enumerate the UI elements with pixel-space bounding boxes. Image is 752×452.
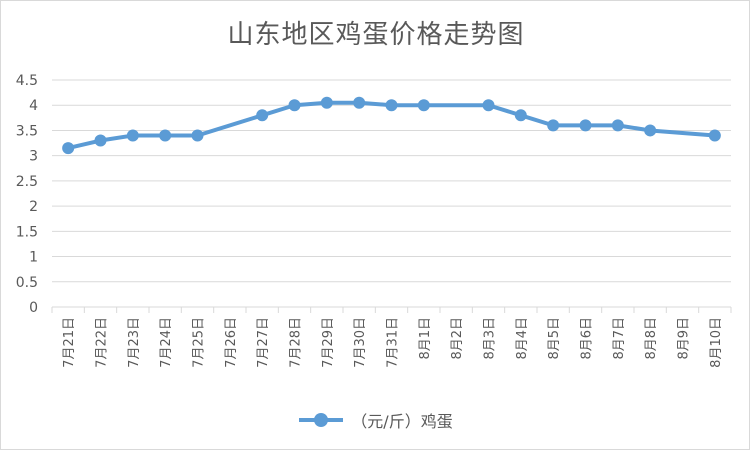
data-point: [417, 99, 430, 112]
x-tick-label: 7月28日: [289, 317, 304, 368]
data-point: [482, 99, 495, 112]
y-tick-label: 3: [29, 149, 38, 165]
y-tick-label: 3.5: [16, 123, 38, 139]
x-tick-label: 7月27日: [256, 317, 271, 368]
x-tick-label: 7月30日: [353, 317, 368, 368]
y-tick-label: 1: [29, 250, 38, 266]
x-tick-label: 8月9日: [677, 317, 692, 360]
data-point: [547, 119, 560, 132]
x-tick-label: 8月2日: [450, 317, 465, 360]
data-point: [611, 119, 624, 132]
legend-marker: [299, 408, 344, 432]
y-tick-label: 0.5: [16, 275, 38, 291]
y-tick-label: 4: [29, 98, 38, 114]
x-tick-label: 8月6日: [580, 317, 595, 360]
data-point: [320, 96, 333, 109]
data-point: [94, 134, 107, 147]
y-tick-label: 2: [29, 199, 38, 215]
legend: （元/斤）鸡蛋: [0, 408, 752, 432]
x-tick-label: 7月26日: [224, 317, 239, 368]
y-tick-label: 0: [29, 300, 38, 316]
data-point: [579, 119, 592, 132]
chart-title: 山东地区鸡蛋价格走势图: [227, 20, 525, 50]
x-tick-label: 7月21日: [62, 317, 77, 368]
x-tick-label: 8月1日: [418, 317, 433, 360]
data-point: [708, 129, 721, 142]
data-point: [644, 124, 657, 137]
x-tick-label: 8月10日: [709, 317, 724, 368]
x-tick-label: 7月24日: [159, 317, 174, 368]
x-tick-label: 8月7日: [612, 317, 627, 360]
x-tick-label: 8月4日: [515, 317, 530, 360]
legend-label: （元/斤）鸡蛋: [351, 412, 453, 431]
x-tick-label: 8月8日: [644, 317, 659, 360]
x-tick-label: 7月22日: [95, 317, 110, 368]
data-point: [191, 129, 204, 142]
x-tick-label: 7月29日: [321, 317, 336, 368]
y-tick-label: 1.5: [16, 224, 38, 240]
data-point: [385, 99, 398, 112]
x-tick-label: 7月25日: [192, 317, 207, 368]
data-point: [256, 109, 269, 122]
data-point: [159, 129, 172, 142]
data-point: [126, 129, 139, 142]
data-point: [353, 96, 366, 109]
y-tick-label: 4.5: [16, 73, 38, 89]
x-tick-label: 8月3日: [483, 317, 498, 360]
y-tick-label: 2.5: [16, 174, 38, 190]
data-point: [62, 142, 75, 155]
data-point: [514, 109, 527, 122]
x-tick-label: 7月23日: [127, 317, 142, 368]
x-tick-label: 8月5日: [547, 317, 562, 360]
x-tick-label: 7月31日: [386, 317, 401, 368]
data-point: [288, 99, 301, 112]
